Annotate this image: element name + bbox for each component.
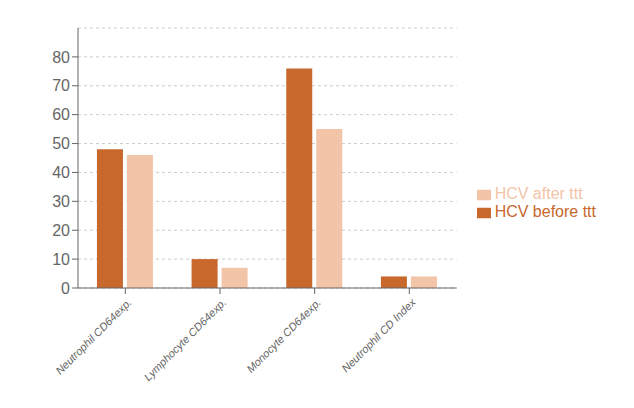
html-text:HCV after ttt: HCV after ttt [494,185,583,202]
svg-text:80: 80 [52,49,70,66]
svg-text:70: 70 [52,77,70,94]
svg-text:0: 0 [61,280,70,297]
svg-text:Lymphocyte CD64exp.: Lymphocyte CD64exp. [141,296,228,383]
svg-text:20: 20 [52,222,70,239]
svg-text:Neutrophil CD Index: Neutrophil CD Index [339,296,418,375]
svg-text:50: 50 [52,135,70,152]
svg-text:Monocyte CD64exp.: Monocyte CD64exp. [244,296,323,375]
svg-text:40: 40 [52,164,70,181]
svg-text:Neutrophil CD64exp.: Neutrophil CD64exp. [53,296,134,377]
svg-text:60: 60 [52,106,70,123]
html-text:HCV before ttt: HCV before ttt [494,203,596,220]
svg-text:30: 30 [52,193,70,210]
svg-text:10: 10 [52,251,70,268]
